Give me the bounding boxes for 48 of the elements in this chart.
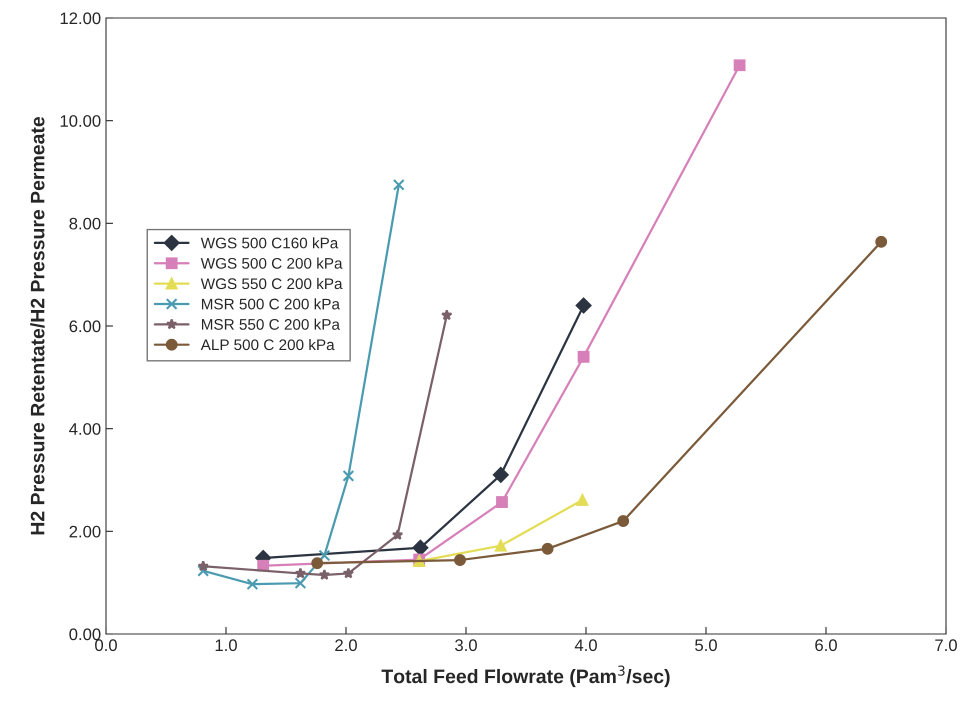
point [496, 496, 508, 508]
y-tick-label: 4.00 [69, 423, 100, 435]
point [492, 466, 509, 483]
point [578, 350, 590, 363]
point [617, 515, 630, 527]
x-tick-label: 1.0 [216, 639, 237, 652]
legend-label: WGS 550 C 200 kPa [200, 278, 343, 290]
point [198, 560, 209, 572]
point [342, 568, 354, 578]
y-axis-title: H2 Pressure Retentate/H2 Pressure Permeate [30, 116, 45, 534]
point [412, 540, 428, 556]
legend-label: WGS 500 C160 kPa [200, 237, 338, 248]
x-tick-label: 2.0 [335, 639, 357, 652]
point [342, 470, 354, 482]
point [197, 564, 210, 577]
y-tick-label: 6.00 [70, 320, 100, 332]
point [246, 578, 258, 590]
x-tick-label: 0.0 [95, 639, 117, 652]
point [494, 540, 507, 552]
x-axis-title: Total Feed Flowrate (Pam$^{3}$/sec) [382, 666, 670, 688]
legend-label: MSR 500 C 200 kPa [202, 298, 340, 310]
y-tick-label: 8.00 [69, 218, 100, 230]
y-tick-label: 12.00 [60, 12, 100, 24]
legend-label: ALP 500 C 200 kPa [200, 338, 335, 350]
point [576, 298, 592, 314]
y-tick-label: 10.00 [60, 115, 100, 127]
point [318, 550, 330, 562]
point [454, 554, 466, 566]
point [392, 178, 405, 191]
x-tick-label: 6.0 [815, 639, 837, 652]
point [294, 577, 306, 590]
point [311, 557, 324, 570]
point [542, 542, 554, 555]
point [875, 236, 888, 248]
x-tick-label: 5.0 [695, 639, 717, 652]
point [294, 568, 306, 578]
x-tick-label: 7.0 [935, 639, 957, 652]
point [576, 494, 588, 506]
y-tick-label: 0.00 [69, 628, 100, 640]
x-tick-label: 4.0 [574, 639, 597, 652]
point [318, 569, 330, 580]
legend-label: WGS 500 C 200 kPa [200, 258, 343, 269]
point [441, 309, 452, 320]
point [734, 59, 746, 72]
legend-label: MSR 550 C 200 kPa [202, 318, 340, 330]
point [392, 529, 404, 540]
y-tick-label: 2.00 [70, 526, 100, 538]
x-tick-label: 3.0 [455, 639, 477, 652]
